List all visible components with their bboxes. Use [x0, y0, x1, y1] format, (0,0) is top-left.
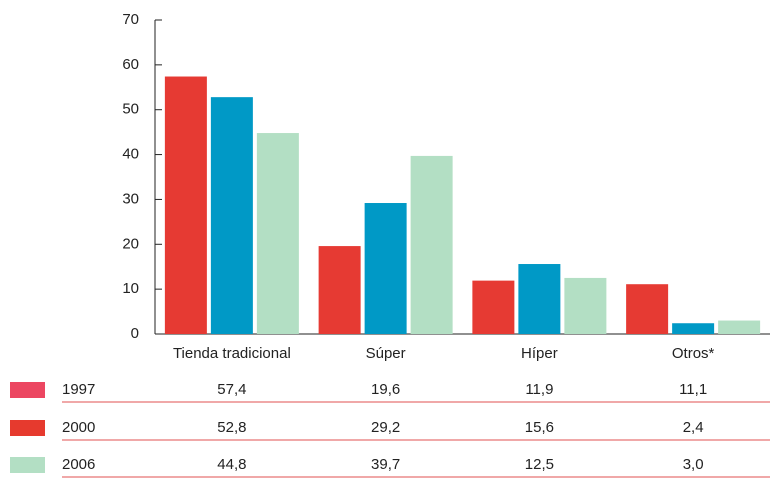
bar [672, 323, 715, 334]
y-tick-label: 30 [122, 190, 139, 207]
table-value: 12,5 [525, 456, 554, 473]
bar [626, 284, 669, 334]
legend-label: 2000 [62, 419, 95, 436]
table-value: 44,8 [217, 456, 246, 473]
table-value: 11,9 [525, 381, 553, 398]
bar [410, 155, 453, 334]
y-tick-label: 60 [122, 56, 139, 73]
table-value: 19,6 [371, 381, 400, 398]
legend-swatch [10, 382, 45, 398]
x-tick-label: Súper [366, 345, 406, 362]
legend-label: 2006 [62, 456, 95, 473]
y-tick-label: 40 [122, 146, 139, 163]
legend-swatch [10, 420, 45, 436]
table-value: 29,2 [371, 419, 400, 436]
table-value: 3,0 [683, 456, 704, 473]
bar [564, 277, 607, 334]
bar [164, 76, 207, 335]
table-value: 15,6 [525, 419, 554, 436]
bar [518, 264, 561, 334]
x-tick-label: Híper [521, 345, 558, 362]
y-tick-label: 70 [122, 11, 139, 28]
y-tick-label: 10 [122, 280, 139, 297]
bar [256, 133, 299, 334]
legend-swatch [10, 457, 45, 473]
x-tick-label: Tienda tradicional [173, 345, 291, 362]
table-value: 57,4 [217, 381, 246, 398]
bar [472, 280, 515, 334]
y-tick-label: 0 [131, 325, 139, 342]
bar [718, 320, 761, 334]
bar [364, 203, 407, 334]
table-value: 52,8 [217, 419, 246, 436]
x-tick-label: Otros* [672, 345, 715, 362]
table-value: 39,7 [371, 456, 400, 473]
legend-label: 1997 [62, 381, 95, 398]
bar [210, 97, 253, 334]
table-value: 11,1 [679, 381, 707, 398]
y-tick-label: 20 [122, 235, 139, 252]
y-tick-label: 50 [122, 101, 139, 118]
table-value: 2,4 [683, 419, 704, 436]
bar [318, 246, 361, 334]
